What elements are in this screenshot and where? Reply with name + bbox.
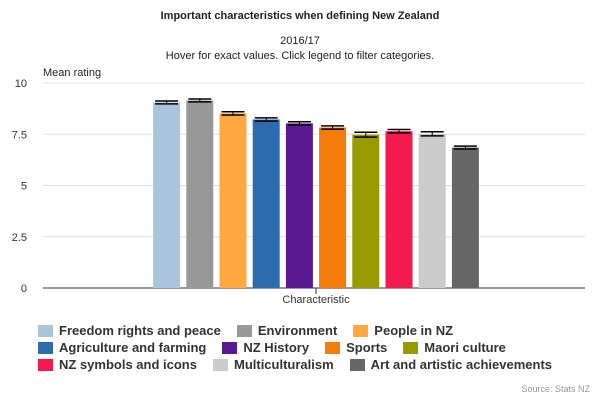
legend-label: NZ symbols and icons (59, 357, 197, 372)
y-tick-label: 10 (15, 78, 27, 90)
legend-label: Freedom rights and peace (59, 323, 221, 338)
legend-label: Multiculturalism (233, 357, 334, 372)
bar[interactable] (352, 134, 380, 288)
legend-item-nz-symbols-and-icons[interactable]: NZ symbols and icons (38, 357, 197, 372)
legend: Freedom rights and peace Environment Peo… (38, 322, 598, 373)
legend-swatch (403, 341, 419, 354)
legend-label: People in NZ (374, 323, 454, 338)
legend-swatch (222, 341, 238, 354)
bar[interactable] (285, 123, 313, 288)
legend-swatch (353, 324, 369, 337)
legend-label: NZ History (243, 340, 310, 355)
legend-swatch (236, 324, 252, 337)
legend-label: Sports (346, 340, 388, 355)
legend-item-freedom-rights-and-peace[interactable]: Freedom rights and peace (38, 323, 221, 338)
legend-item-multiculturalism[interactable]: Multiculturalism (212, 357, 334, 372)
legend-item-nz-history[interactable]: NZ History (222, 340, 309, 355)
legend-swatch (212, 358, 228, 371)
legend-label: Agriculture and farming (59, 340, 207, 355)
legend-item-maori-culture[interactable]: Maori culture (403, 340, 506, 355)
source-credit: Source: Stats NZ (521, 384, 590, 394)
bar[interactable] (319, 127, 347, 288)
chart-title: Important characteristics when defining … (160, 10, 440, 22)
y-tick-label: 0 (21, 283, 27, 295)
chart-subtitle-note: Hover for exact values. Click legend to … (165, 50, 435, 62)
legend-swatch (38, 341, 53, 354)
bar[interactable] (153, 102, 181, 288)
legend-swatch (325, 341, 341, 354)
y-tick-label: 5 (21, 181, 27, 193)
legend-swatch (38, 324, 53, 337)
y-axis-label: Mean rating (43, 67, 102, 79)
bar[interactable] (186, 100, 214, 288)
legend-swatch (349, 358, 365, 371)
legend-item-environment[interactable]: Environment (236, 323, 338, 338)
y-tick-label: 2.5 (12, 232, 27, 244)
legend-label: Maori culture (424, 340, 506, 355)
legend-row-3: NZ symbols and icons Multiculturalism Ar… (38, 356, 598, 373)
legend-item-agriculture-and-farming[interactable]: Agriculture and farming (38, 340, 206, 355)
legend-label: Environment (257, 323, 338, 338)
legend-item-sports[interactable]: Sports (325, 340, 387, 355)
bar[interactable] (385, 131, 413, 288)
y-tick-label: 7.5 (12, 129, 27, 141)
bar[interactable] (418, 133, 446, 288)
legend-row-1: Freedom rights and peace Environment Peo… (38, 322, 598, 339)
x-axis-label: Characteristic (282, 294, 350, 306)
chart-subtitle-period: 2016/17 (280, 35, 320, 47)
legend-item-art-and-artistic-achievements[interactable]: Art and artistic achievements (349, 357, 553, 372)
legend-item-people-in-nz[interactable]: People in NZ (353, 323, 453, 338)
legend-swatch (38, 358, 53, 371)
legend-row-2: Agriculture and farming NZ History Sport… (38, 339, 598, 356)
bar[interactable] (219, 113, 247, 288)
legend-label: Art and artistic achievements (370, 357, 553, 372)
bar[interactable] (451, 147, 479, 288)
bar[interactable] (252, 119, 280, 289)
